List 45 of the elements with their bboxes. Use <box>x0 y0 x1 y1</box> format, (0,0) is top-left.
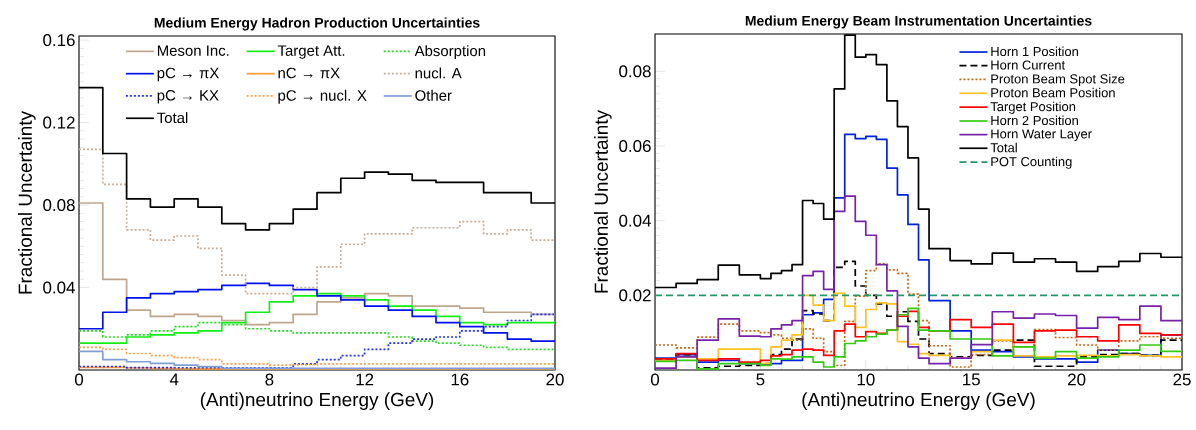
legend-label: Target Att. <box>277 45 345 59</box>
legend-label: Proton Beam Position <box>991 87 1115 98</box>
y-axis-title: Fractional Uncertainty <box>18 111 36 294</box>
legend-label: Total <box>990 142 1017 153</box>
chart-title: Medium Energy Hadron Production Uncertainties <box>154 17 480 31</box>
x-axis-title: (Anti)neutrino Energy (GeV) <box>802 392 1035 410</box>
legend-label: POT Counting <box>991 156 1072 169</box>
y-axis-title: Fractional Uncertainty <box>594 110 612 293</box>
chart-title: Medium Energy Beam Instrumentation Uncertainties <box>745 15 1092 29</box>
x-tick-label: 5 <box>756 373 765 386</box>
y-tick-label: 0.08 <box>43 199 75 212</box>
y-tick-label: 0.04 <box>619 214 651 227</box>
legend-label: Horn 1 Position <box>991 46 1078 57</box>
x-tick-label: 4 <box>169 373 179 386</box>
x-tick-label: 15 <box>963 373 980 386</box>
y-tick-label: 0.04 <box>43 281 75 294</box>
legend-label: Horn 2 Position <box>991 115 1078 126</box>
y-tick-label: 0.02 <box>619 289 651 302</box>
x-tick-label: 16 <box>451 373 469 386</box>
x-tick-label: 20 <box>1068 373 1086 386</box>
x-tick-label: 0 <box>650 373 660 386</box>
legend-label: nC → πX <box>278 67 340 79</box>
legend-label: Horn Water Layer <box>991 129 1092 142</box>
legend-label: Meson Inc. <box>157 45 229 56</box>
legend-label: Proton Beam Spot Size <box>991 73 1125 87</box>
y-tick-label: 0.16 <box>43 34 75 47</box>
legend-label: Target Position <box>990 101 1076 114</box>
legend-label: pC → KX <box>157 90 219 104</box>
legend-label: Absorption <box>414 45 486 60</box>
y-tick-label: 0.08 <box>619 65 651 78</box>
legend-label: pC → πX <box>157 67 220 82</box>
y-tick-label: 0.06 <box>619 140 651 152</box>
x-tick-label: 20 <box>546 373 564 386</box>
legend-label: pC → nucl. X <box>278 89 367 104</box>
x-tick-label: 25 <box>1173 373 1191 386</box>
x-axis-title: (Anti)neutrino Energy (GeV) <box>200 392 434 410</box>
legend-label: Total <box>157 112 188 124</box>
x-tick-label: 8 <box>265 373 274 386</box>
x-tick-label: 10 <box>857 373 875 386</box>
x-tick-label: 12 <box>356 373 374 386</box>
legend-label: Horn Current <box>991 60 1066 70</box>
y-tick-label: 0.12 <box>43 116 75 129</box>
x-tick-label: 0 <box>74 373 84 386</box>
legend-label: nucl. A <box>415 67 462 79</box>
legend-label: Other <box>415 89 452 101</box>
